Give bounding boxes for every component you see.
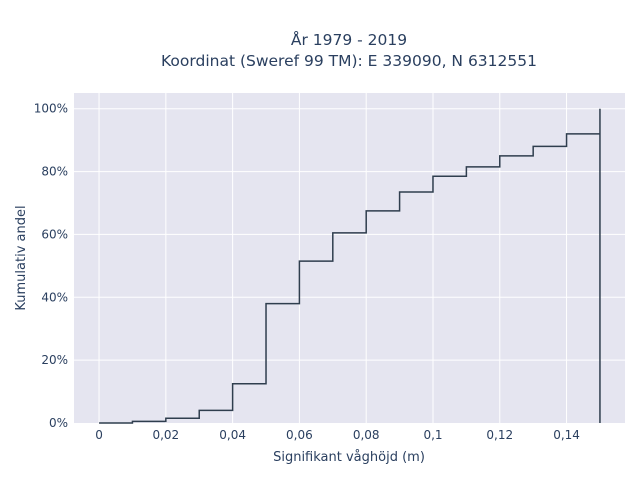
y-tick-label: 40% [41,290,68,304]
series-layer [99,108,601,424]
y-tick-label: 60% [41,227,68,241]
y-axis-ticks: 0% 20% 40% 60% 80% 100% [34,102,68,430]
plot-area [74,93,625,423]
y-tick-label: 20% [41,353,68,367]
x-tick-label: 0,08 [353,428,380,442]
x-tick-label: 0,1 [423,428,442,442]
y-tick-label: 0% [49,416,68,430]
y-tick-label: 80% [41,165,68,179]
x-axis-ticks: 0 0,02 0,04 0,06 0,08 0,1 0,12 0,14 [95,428,580,442]
chart-title: År 1979 - 2019 [291,30,407,49]
grid [74,93,625,423]
x-tick-label: 0,12 [486,428,513,442]
chart-subtitle: Koordinat (Sweref 99 TM): E 339090, N 63… [161,52,537,70]
x-tick-label: 0,14 [553,428,580,442]
cumulative-step-line [99,108,601,424]
y-tick-label: 100% [34,102,68,116]
x-tick-label: 0,06 [286,428,313,442]
y-axis-title: Kumulativ andel [14,205,29,310]
x-tick-label: 0,02 [152,428,179,442]
x-tick-label: 0 [95,428,103,442]
x-axis-title: Signifikant våghöjd (m) [273,450,425,465]
x-tick-label: 0,04 [219,428,246,442]
